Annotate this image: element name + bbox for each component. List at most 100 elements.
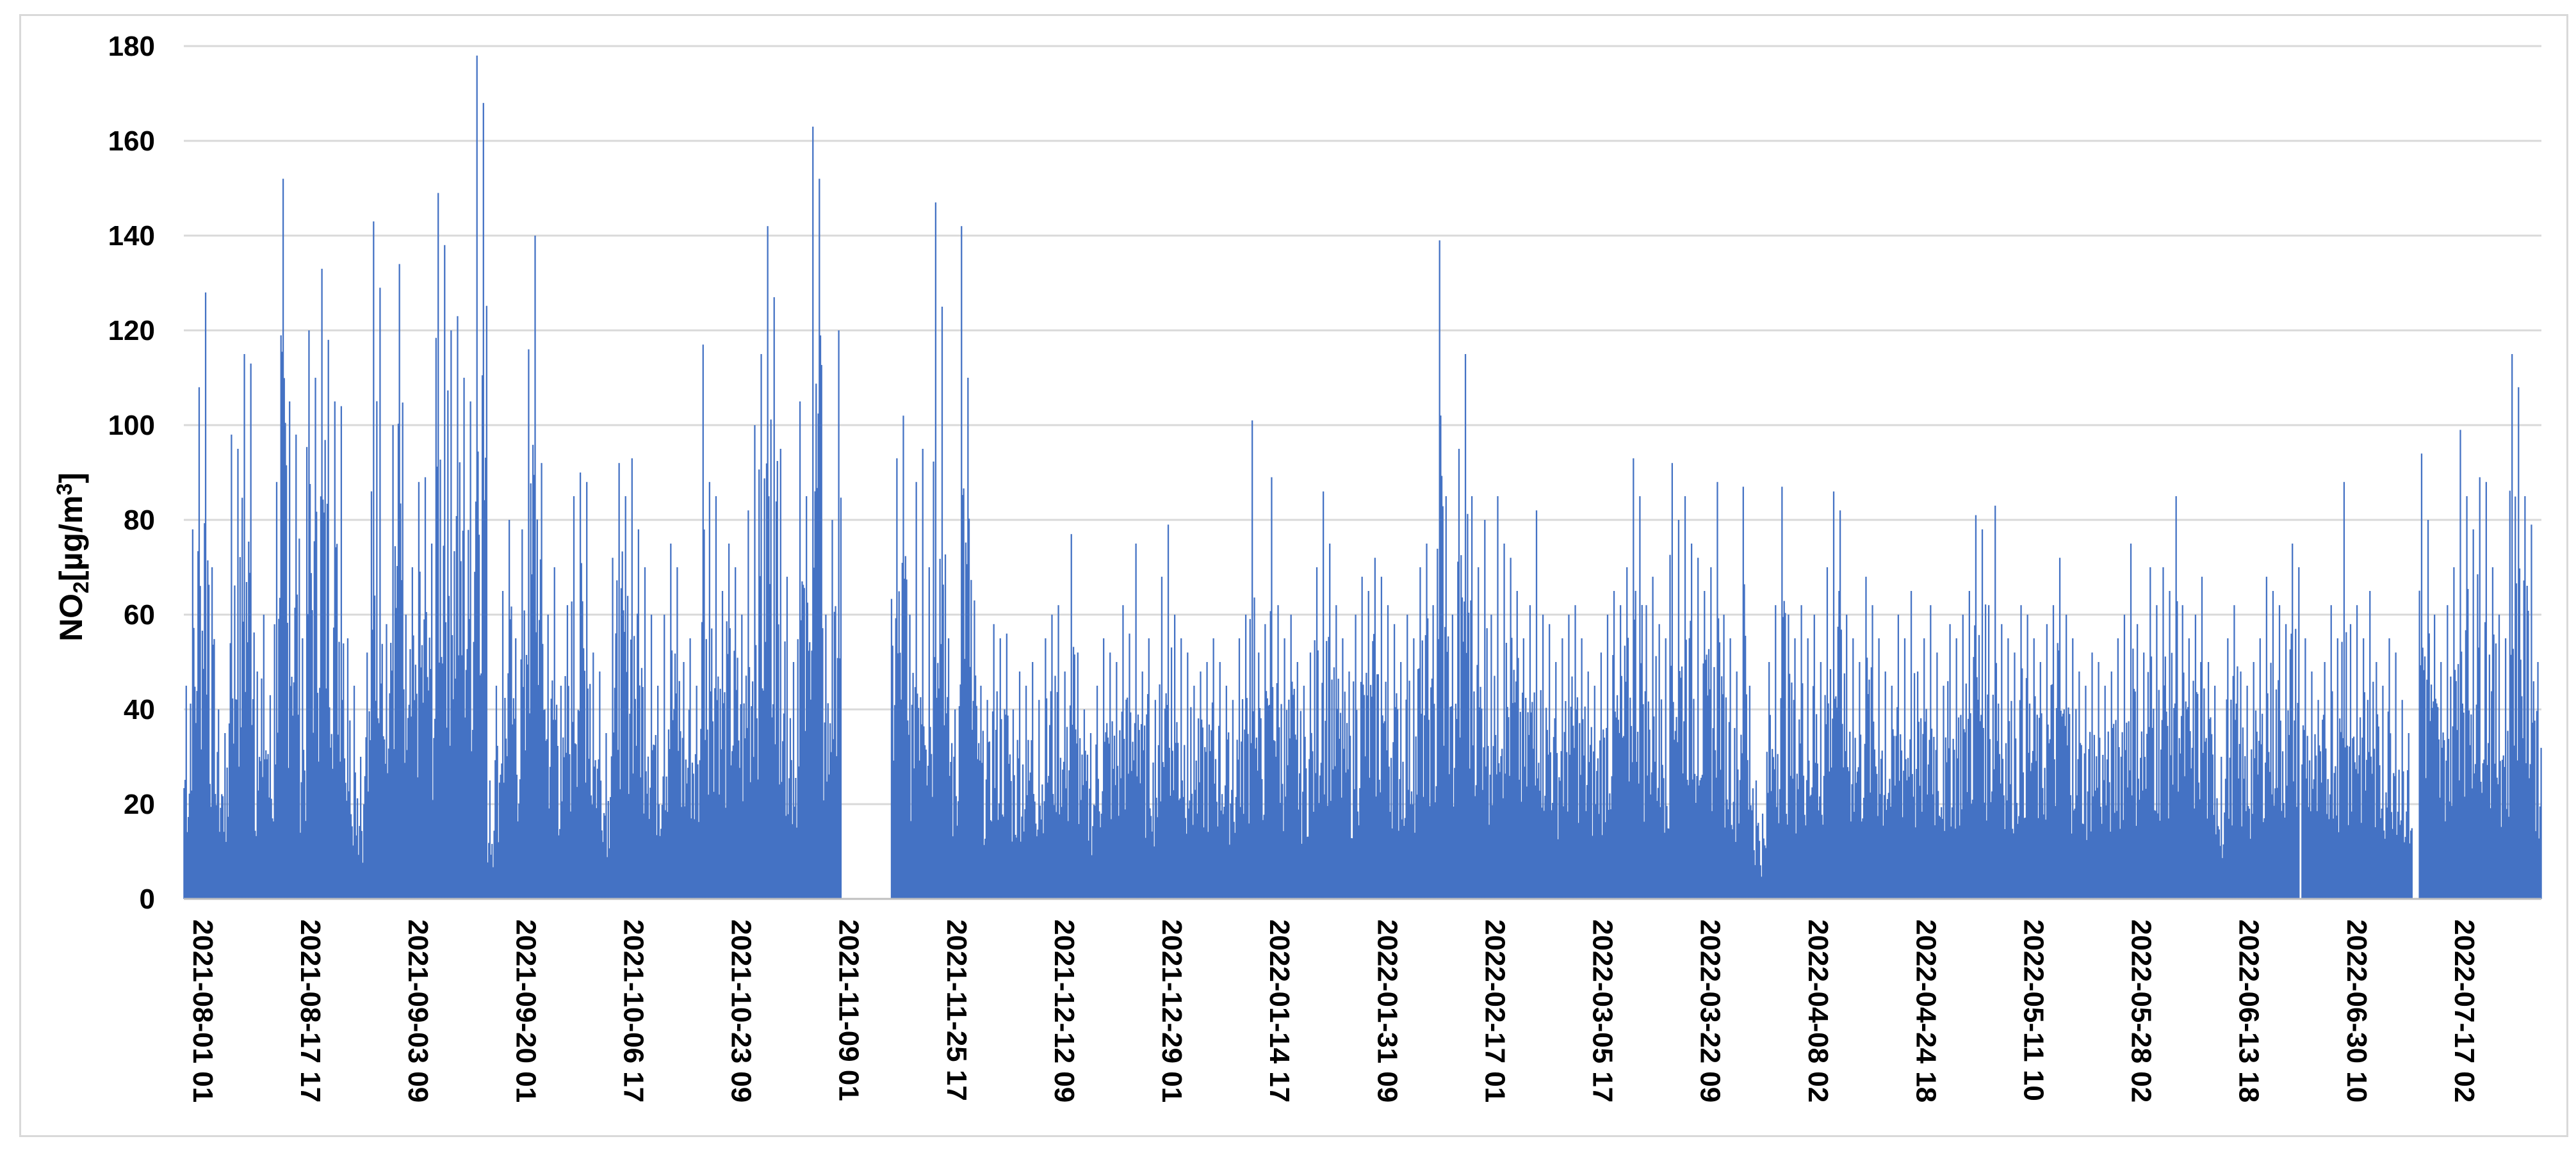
no2-bar	[2383, 830, 2385, 899]
no2-bar	[1812, 686, 1814, 899]
no2-bar	[569, 754, 571, 899]
no2-bar	[1772, 757, 1775, 899]
no2-bar	[1614, 711, 1616, 899]
no2-bar	[1511, 638, 1513, 899]
no2-bar	[1228, 732, 1230, 899]
no2-bar	[1948, 748, 1950, 899]
no2-bar	[1255, 737, 1258, 899]
no2-bar	[691, 763, 694, 899]
no2-bar	[439, 459, 441, 899]
no2-bar	[908, 734, 910, 899]
no2-bar	[1980, 715, 1982, 899]
no2-bar	[708, 795, 710, 899]
no2-bar	[1494, 675, 1496, 899]
no2-bar	[1275, 756, 1277, 899]
no2-bar	[204, 523, 206, 899]
no2-bar	[926, 785, 928, 899]
no2-bar	[692, 773, 694, 899]
no2-bar	[963, 488, 965, 899]
no2-bar	[1026, 795, 1028, 899]
no2-bar	[1612, 655, 1614, 899]
no2-bar	[416, 693, 418, 899]
no2-bar	[1671, 463, 1673, 899]
no2-bar	[954, 709, 956, 899]
no2-bar	[1021, 816, 1023, 899]
no2-bar	[1458, 449, 1460, 899]
no2-bar	[2536, 711, 2538, 899]
no2-bar	[1903, 770, 1905, 899]
no2-bar	[2466, 496, 2468, 899]
no2-bar	[1098, 811, 1100, 899]
no2-bar	[1645, 605, 1647, 899]
no2-bar	[618, 463, 620, 899]
no2-bar	[1380, 576, 1383, 899]
no2-bar	[1927, 764, 1930, 899]
no2-bar	[1516, 591, 1518, 899]
no2-bar	[1748, 809, 1750, 899]
no2-bar	[2319, 745, 2320, 899]
no2-bar	[1837, 626, 1839, 899]
no2-bar	[2015, 738, 2017, 899]
no2-bar	[1040, 819, 1042, 899]
no2-bar	[1198, 782, 1200, 899]
no2-bar	[1149, 808, 1151, 899]
no2-bar	[590, 795, 592, 899]
no2-bar	[1992, 695, 1994, 899]
no2-bar	[289, 686, 292, 899]
no2-bar	[498, 782, 501, 899]
no2-bar	[893, 761, 895, 899]
no2-bar	[1462, 642, 1464, 899]
no2-bar	[2515, 496, 2516, 899]
no2-bar	[509, 520, 510, 899]
no2-bar	[803, 588, 805, 899]
no2-bar	[2386, 807, 2388, 899]
no2-bar	[338, 642, 340, 899]
no2-bar	[2207, 662, 2210, 899]
no2-bar	[1063, 761, 1065, 899]
no2-bar	[1257, 770, 1259, 899]
no2-bar	[351, 826, 353, 899]
x-tick-label: 2021-12-29 01	[1156, 919, 1187, 1102]
no2-bar	[2093, 734, 2096, 899]
no2-bar	[667, 729, 670, 899]
no2-bar	[2500, 827, 2502, 899]
no2-bar	[321, 268, 323, 899]
no2-bar	[660, 828, 662, 899]
no2-bar	[1611, 776, 1613, 899]
no2-bar	[2381, 808, 2383, 899]
no2-bar	[2196, 691, 2197, 899]
no2-bar	[1437, 639, 1440, 899]
no2-bar	[430, 668, 432, 899]
no2-bar	[920, 724, 923, 899]
no2-bar	[1196, 813, 1198, 899]
no2-bar	[332, 627, 335, 899]
no2-bar	[1739, 780, 1741, 899]
no2-bar	[1173, 790, 1175, 899]
no2-bar	[1496, 774, 1497, 899]
no2-bar	[2445, 761, 2447, 899]
no2-bar	[438, 662, 441, 899]
no2-bar	[1883, 795, 1886, 899]
no2-bar	[1448, 774, 1450, 899]
no2-bar	[633, 636, 635, 899]
no2-bar	[1998, 754, 2001, 899]
no2-bar	[1745, 636, 1747, 899]
no2-bar	[1728, 722, 1731, 899]
no2-bar	[2336, 815, 2338, 899]
no2-bar	[1133, 760, 1135, 899]
no2-bar	[186, 832, 188, 899]
no2-bar	[1846, 767, 1849, 899]
no2-bar	[227, 816, 229, 899]
no2-bar	[907, 720, 909, 899]
no2-bar	[1917, 671, 1919, 899]
no2-bar	[2452, 726, 2454, 899]
no2-bar	[1914, 827, 1916, 899]
x-tick-label: 2022-01-14 17	[1264, 919, 1295, 1102]
no2-bar	[280, 335, 282, 899]
no2-bar	[1070, 534, 1072, 899]
no2-bar	[1079, 738, 1081, 899]
no2-bar	[953, 756, 955, 899]
no2-bar	[729, 628, 731, 899]
no2-bar	[1613, 591, 1615, 899]
no2-bar	[1170, 795, 1171, 899]
